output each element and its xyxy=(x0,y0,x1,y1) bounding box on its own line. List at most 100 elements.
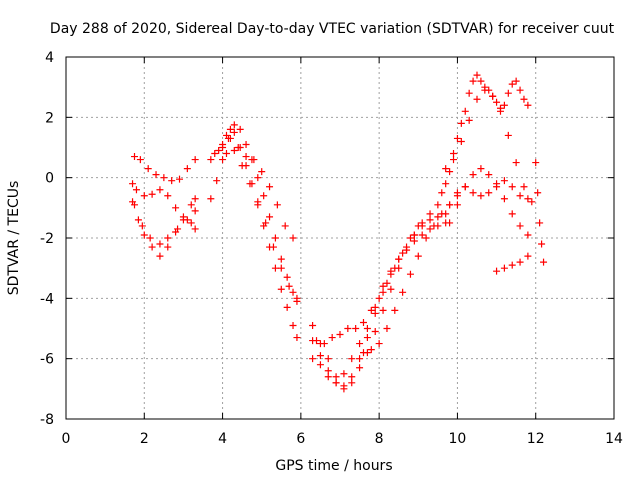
data-point xyxy=(277,264,285,272)
data-point xyxy=(277,285,285,293)
data-point xyxy=(219,156,227,164)
data-point xyxy=(504,89,512,97)
series-18 xyxy=(532,159,548,266)
x-tick-label: 10 xyxy=(449,431,467,447)
data-point xyxy=(465,116,473,124)
data-point xyxy=(442,180,450,188)
data-point xyxy=(481,86,489,94)
x-tick-label: 8 xyxy=(375,431,384,447)
data-point xyxy=(293,334,301,342)
data-point xyxy=(277,255,285,263)
data-point xyxy=(446,219,454,227)
data-point xyxy=(289,288,297,296)
data-point xyxy=(176,175,184,183)
data-point xyxy=(379,306,387,314)
data-point xyxy=(309,321,317,329)
data-point xyxy=(132,186,140,194)
data-point xyxy=(211,150,219,158)
data-point xyxy=(512,77,520,85)
data-point xyxy=(269,243,277,251)
data-point xyxy=(500,177,508,185)
data-point xyxy=(430,222,438,230)
data-point xyxy=(469,77,477,85)
data-point xyxy=(148,243,156,251)
data-point xyxy=(450,150,458,158)
y-tick-label: 2 xyxy=(45,110,54,126)
data-point xyxy=(242,153,250,161)
grid xyxy=(66,57,614,419)
data-point xyxy=(524,101,532,109)
data-point xyxy=(187,219,195,227)
data-point xyxy=(371,309,379,317)
data-point xyxy=(316,361,324,369)
data-point xyxy=(172,204,180,212)
data-point xyxy=(187,201,195,209)
data-point xyxy=(226,134,234,142)
data-point xyxy=(406,270,414,278)
data-point xyxy=(183,165,191,173)
data-point xyxy=(516,258,524,266)
data-point xyxy=(422,234,430,242)
y-tick-label: -2 xyxy=(40,231,54,247)
data-point xyxy=(356,340,364,348)
series-7 xyxy=(222,147,301,302)
data-point xyxy=(477,192,485,200)
y-tick-label: -4 xyxy=(40,291,54,307)
data-point xyxy=(136,156,144,164)
data-point xyxy=(473,95,481,103)
data-point xyxy=(516,222,524,230)
data-point xyxy=(148,190,156,198)
data-point xyxy=(140,192,148,200)
series-0 xyxy=(131,153,199,185)
data-point xyxy=(283,273,291,281)
x-tick-label: 12 xyxy=(527,431,545,447)
data-point xyxy=(336,331,344,339)
data-point xyxy=(332,379,340,387)
data-point xyxy=(477,165,485,173)
data-point xyxy=(156,252,164,260)
data-point xyxy=(246,180,254,188)
data-point xyxy=(446,168,454,176)
data-point xyxy=(387,285,395,293)
data-point xyxy=(477,77,485,85)
data-point xyxy=(375,294,383,302)
data-point xyxy=(140,231,148,239)
data-point xyxy=(489,92,497,100)
data-point xyxy=(316,352,324,360)
series-13 xyxy=(438,71,532,197)
data-point xyxy=(191,195,199,203)
series-14 xyxy=(442,86,536,206)
data-point xyxy=(524,195,532,203)
series-11 xyxy=(313,222,422,348)
data-point xyxy=(457,119,465,127)
series-9 xyxy=(309,201,442,390)
data-point xyxy=(399,288,407,296)
data-point xyxy=(191,225,199,233)
data-point xyxy=(207,195,215,203)
data-point xyxy=(134,216,142,224)
data-point xyxy=(328,334,336,342)
data-point xyxy=(164,192,172,200)
data-point xyxy=(230,128,238,136)
data-point xyxy=(324,367,332,375)
data-point xyxy=(213,177,221,185)
data-point xyxy=(500,264,508,272)
data-point xyxy=(238,162,246,170)
data-point xyxy=(348,355,356,363)
data-point xyxy=(508,210,516,218)
data-point xyxy=(457,137,465,145)
data-point xyxy=(164,234,172,242)
data-point xyxy=(138,222,146,230)
data-point xyxy=(348,373,356,381)
data-point xyxy=(426,225,434,233)
data-point xyxy=(273,201,281,209)
data-point xyxy=(230,121,238,129)
data-point xyxy=(156,240,164,248)
data-point xyxy=(309,355,317,363)
y-tick-label: 4 xyxy=(45,50,54,66)
data-point xyxy=(528,198,536,206)
data-point xyxy=(344,325,352,332)
data-point xyxy=(403,246,411,254)
data-point xyxy=(371,328,379,336)
data-point xyxy=(131,153,138,161)
